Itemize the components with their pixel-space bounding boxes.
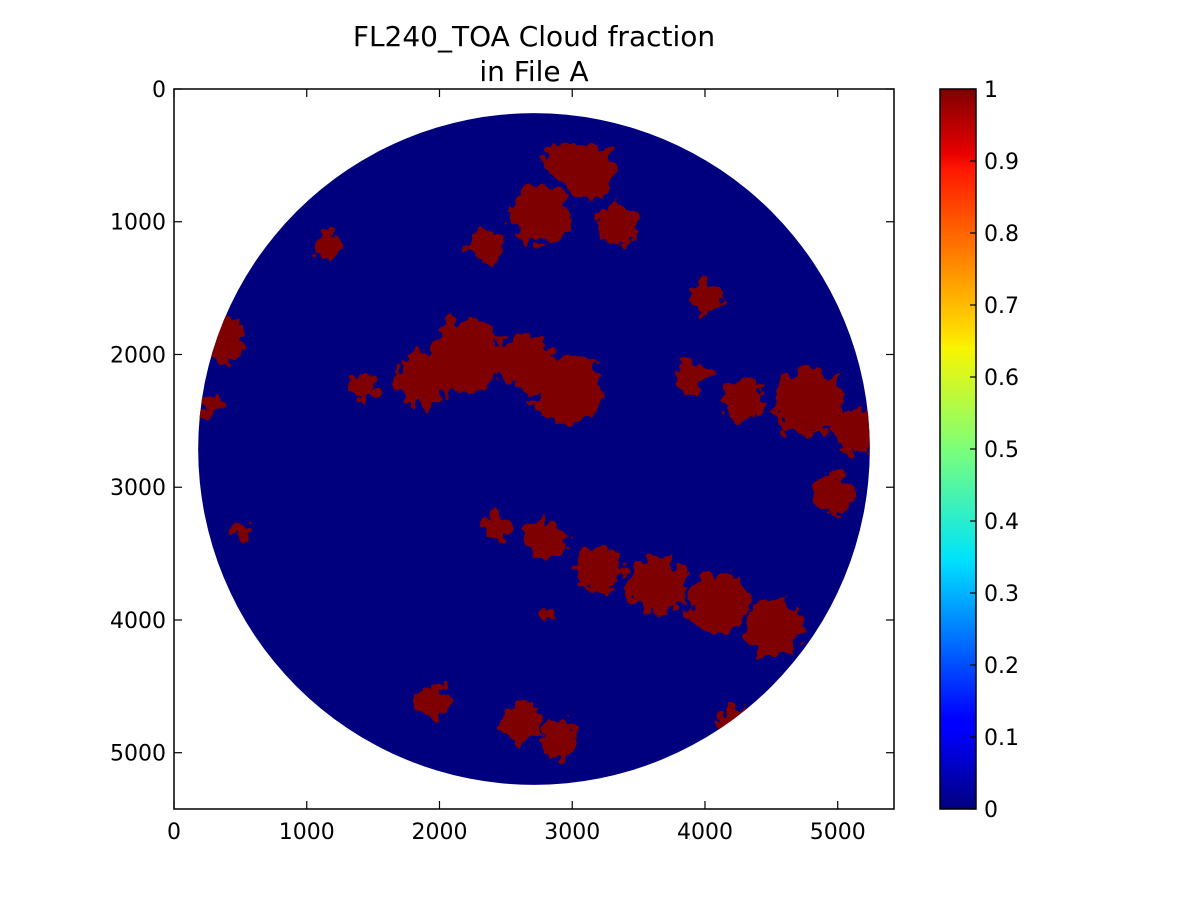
x-tick-label: 3000 xyxy=(544,820,600,845)
cloud-region-2 xyxy=(561,144,615,198)
cloud-region-30 xyxy=(231,523,250,542)
cloud-region-15 xyxy=(833,408,870,455)
cloud-region-19 xyxy=(689,280,721,313)
colorbar-tick-label: 0.7 xyxy=(984,294,1019,319)
cloud-region-24 xyxy=(525,520,566,561)
x-axis: 0 1000 2000 3000 4000 5000 xyxy=(167,89,866,845)
colorbar-tick-label: 0.8 xyxy=(984,222,1019,247)
colorbar-tick-label: 0.9 xyxy=(984,150,1019,175)
cloud-region-26 xyxy=(501,703,542,744)
y-tick-label: 5000 xyxy=(110,742,166,767)
cloud-region-32 xyxy=(537,605,554,622)
cloud-region-17 xyxy=(675,359,708,392)
cloud-region-16 xyxy=(815,473,855,514)
colorbar-axis: 0 0.1 0.2 0.3 0.4 0.5 0.6 0.7 0.8 0.9 1 xyxy=(970,78,1019,823)
cloud-region-3 xyxy=(509,183,571,245)
cloud-region-8 xyxy=(313,231,343,261)
cloud-region-29 xyxy=(719,704,749,735)
cloud-region-27 xyxy=(540,720,578,759)
plot-frame xyxy=(173,88,895,810)
plot-area xyxy=(198,113,870,785)
y-tick-label: 3000 xyxy=(110,476,166,501)
cloud-region-13 xyxy=(351,373,379,400)
x-tick-label: 1000 xyxy=(279,820,335,845)
colorbar-tick-label: 0.1 xyxy=(984,726,1019,751)
cloud-region-14 xyxy=(774,367,844,437)
cloud-region-25 xyxy=(483,512,513,542)
colorbar-tick-label: 0 xyxy=(984,798,998,823)
y-tick-label: 4000 xyxy=(110,609,166,634)
chart-title: FL240_TOA Cloud fraction xyxy=(353,20,715,53)
cloud-region-5 xyxy=(597,204,638,245)
cloud-region-6 xyxy=(198,313,246,364)
colorbar-tick-label: 1 xyxy=(984,78,998,103)
x-tick-label: 5000 xyxy=(810,820,866,845)
x-tick-label: 2000 xyxy=(411,820,467,845)
y-tick-label: 2000 xyxy=(110,343,166,368)
cloud-region-23 xyxy=(576,546,622,593)
colorbar-tick-label: 0.5 xyxy=(984,438,1019,463)
cloud-region-20 xyxy=(627,556,687,615)
colorbar-tick-label: 0.6 xyxy=(984,366,1019,391)
y-tick-label: 1000 xyxy=(110,211,166,236)
cloud-region-4 xyxy=(468,228,504,263)
cloud-region-31 xyxy=(198,392,221,417)
x-tick-label: 0 xyxy=(167,820,181,845)
cloud-region-21 xyxy=(687,572,749,634)
cloud-region-22 xyxy=(744,598,804,658)
y-axis: 0 1000 2000 3000 4000 5000 xyxy=(110,78,894,767)
colorbar-tick-label: 0.2 xyxy=(984,654,1019,679)
cloud-region-12 xyxy=(499,335,553,389)
colorbar-tick-label: 0.3 xyxy=(984,582,1019,607)
chart-subtitle: in File A xyxy=(479,55,588,88)
cloud-region-18 xyxy=(720,378,764,421)
cloud-region-7 xyxy=(236,215,266,245)
cloud-region-10 xyxy=(395,350,452,407)
x-tick-label: 4000 xyxy=(677,820,733,845)
cloud-region-28 xyxy=(416,685,452,720)
colorbar-tick-label: 0.4 xyxy=(984,510,1019,535)
y-tick-label: 0 xyxy=(152,78,166,103)
